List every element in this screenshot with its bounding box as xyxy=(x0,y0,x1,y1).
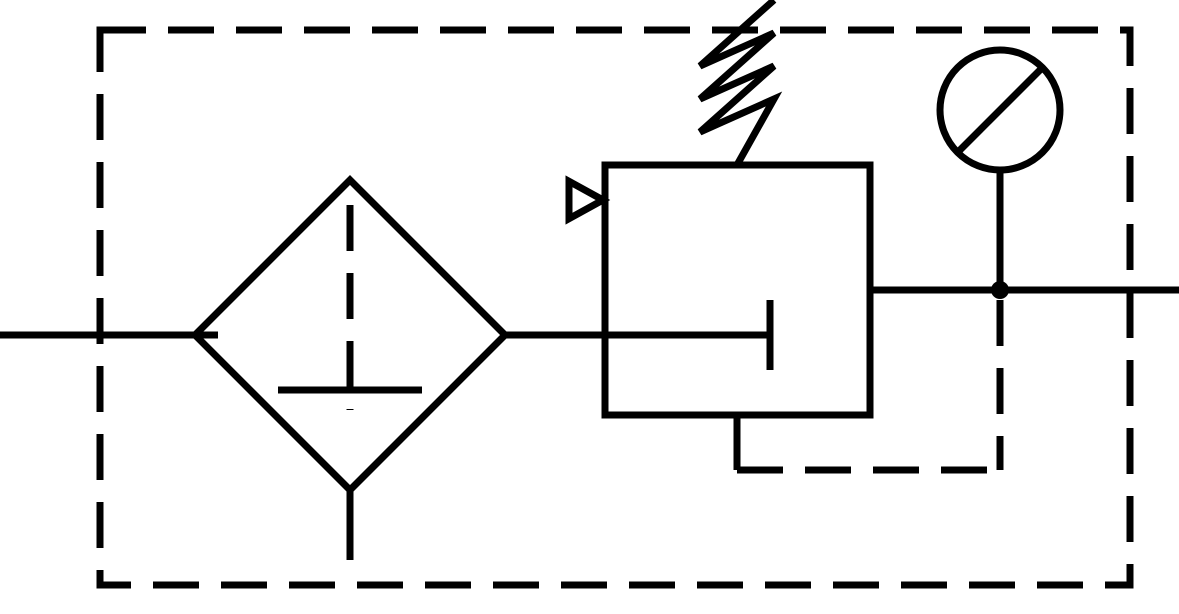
regulator-spring-icon xyxy=(700,0,774,165)
gauge-needle xyxy=(958,68,1042,152)
enclosure-boundary xyxy=(100,30,1130,585)
regulator-arrow-icon xyxy=(569,181,603,218)
regulator-body xyxy=(605,165,870,415)
pneumatic-frl-schematic xyxy=(0,0,1179,614)
gauge-tee-node xyxy=(991,281,1009,299)
